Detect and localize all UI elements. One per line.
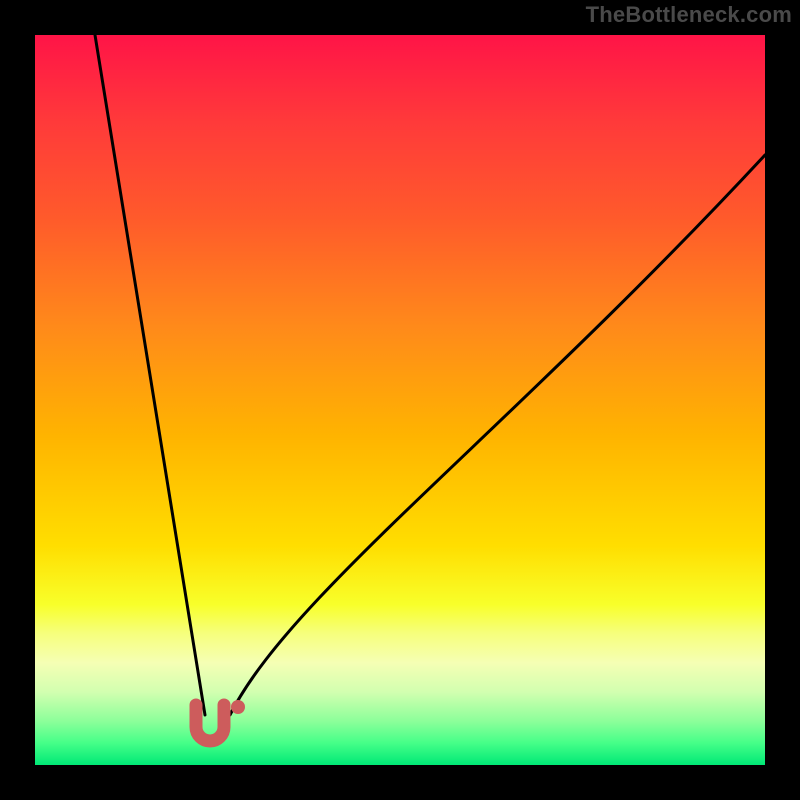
chart-frame: TheBottleneck.com bbox=[0, 0, 800, 800]
plot-area bbox=[35, 35, 765, 765]
marker-dot bbox=[231, 700, 245, 714]
marker-u-shape bbox=[196, 705, 224, 741]
left-curve bbox=[95, 35, 205, 715]
watermark-text: TheBottleneck.com bbox=[586, 2, 792, 28]
right-curve bbox=[230, 155, 765, 715]
curves-layer bbox=[35, 35, 765, 765]
